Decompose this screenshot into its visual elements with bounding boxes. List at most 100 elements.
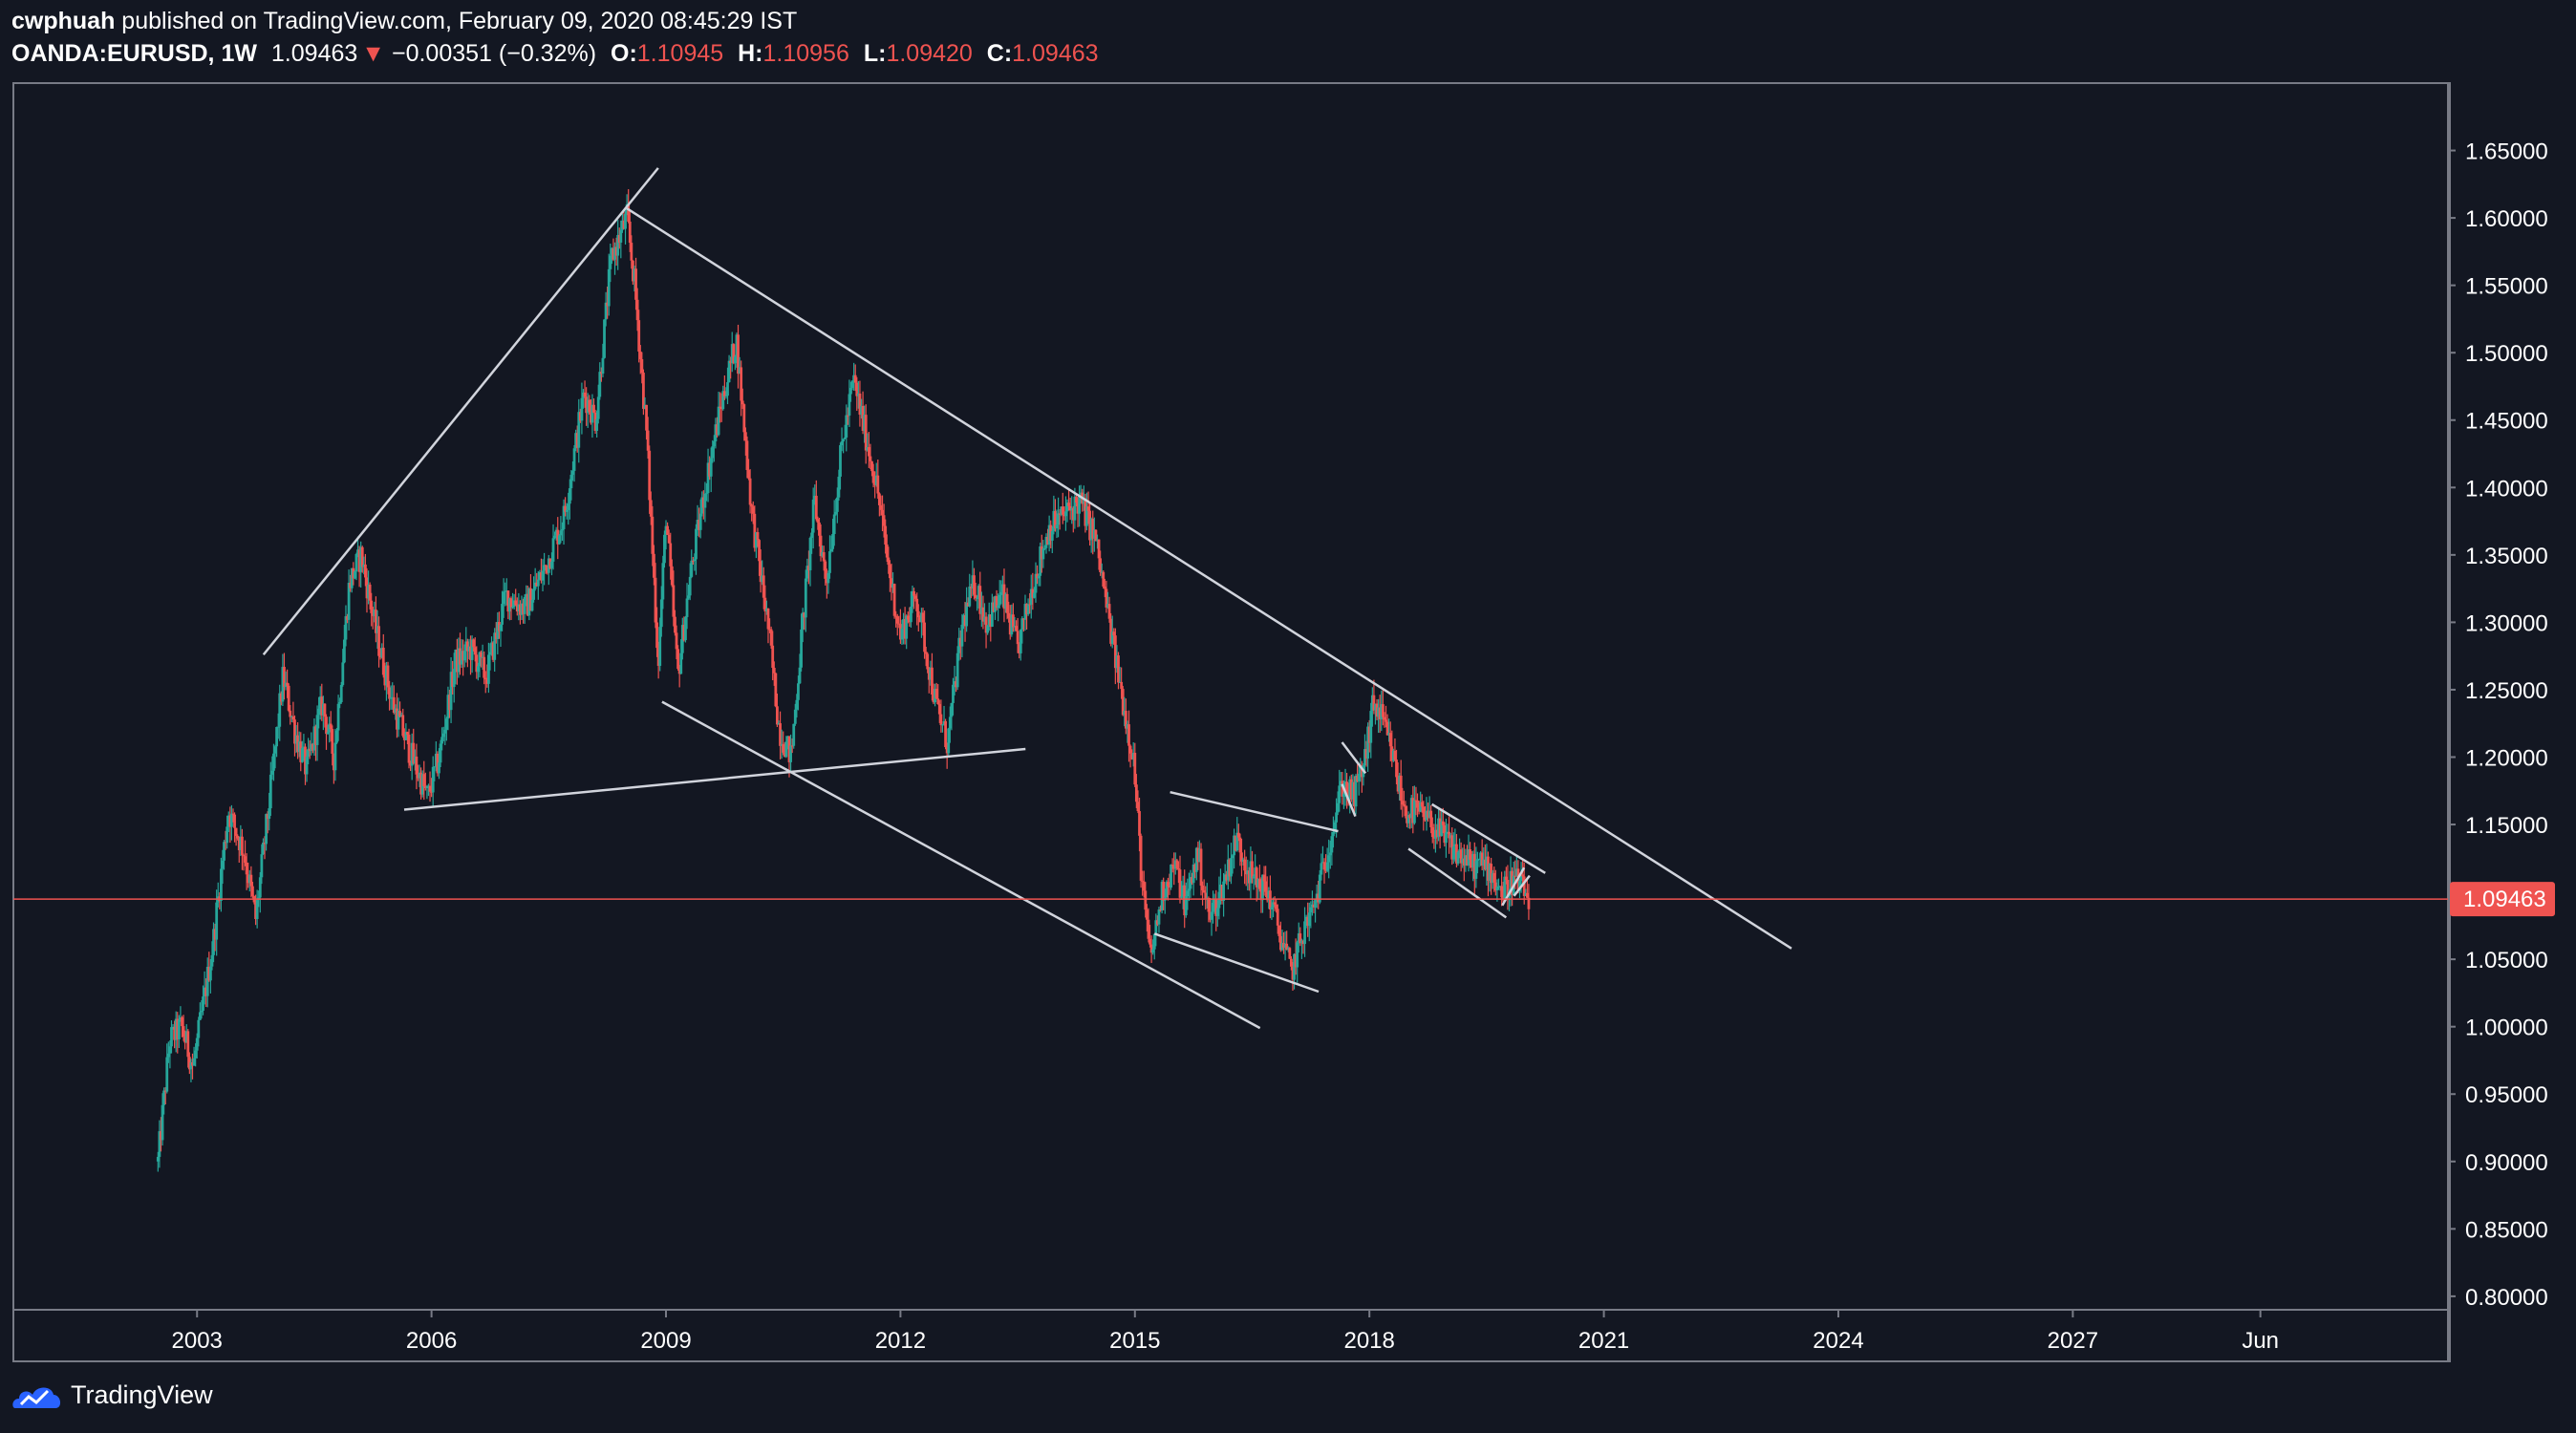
candle-body [441,733,445,738]
candle-body [370,600,374,613]
candle-body [273,746,277,754]
candle-body [1168,886,1171,888]
trendline[interactable] [1407,847,1508,919]
candle-body [540,571,543,581]
time-axis[interactable]: 2003 2006 2009 2012 2015 2018 2021 2024 2027 Jun [172,1310,2280,1354]
candle-body [963,615,967,627]
candle-body [915,598,919,611]
candle-body [747,470,750,479]
candle-body [1504,876,1508,881]
candle-body [756,532,760,541]
candle-body [766,608,770,630]
candle-body [634,268,637,300]
candle-body [272,753,275,771]
candle-body [1378,707,1382,719]
candle-body [790,745,794,747]
brand[interactable]: TradingView [11,1380,213,1410]
candle-body [551,538,555,562]
candle-body [948,716,952,729]
trendline[interactable] [626,207,1792,950]
trendline[interactable] [262,167,659,656]
candle-body [391,696,395,698]
candle-body [1070,507,1074,511]
candle-body [177,1019,181,1039]
candle-body [1470,859,1473,868]
candle-body [897,623,901,625]
candle-body [398,711,401,717]
candle-body [160,1131,162,1141]
candle-body [200,1010,204,1013]
candle-body [610,247,613,256]
candle-body [1036,573,1039,579]
candle-body [826,572,830,584]
candle-body [1078,495,1081,514]
trendline[interactable] [1153,932,1320,994]
price-axis[interactable]: 1.65000 1.60000 1.55000 1.50000 1.45000 1.400… [2448,139,2548,1311]
y-tick-label: 0.95000 [2465,1082,2548,1108]
candle-body [1370,695,1374,712]
candle-body [483,656,486,678]
price-label-badge: 1.09463 [2450,882,2555,917]
candle-body [1277,925,1281,936]
candle-body [804,578,807,618]
candle-body [620,220,624,230]
candle-body [491,642,495,660]
candle-body [241,836,244,856]
candle-body [648,450,652,501]
candle-body [1076,503,1080,514]
author-name[interactable]: cwphuah [11,8,116,34]
trendline[interactable] [661,700,1261,1030]
candle-body [213,929,217,940]
candle-body [1089,519,1093,541]
candle-body [1513,875,1517,877]
candle-body [1170,865,1174,866]
trendline[interactable] [1430,802,1546,874]
candle-body [937,704,941,715]
candle-body [974,594,977,598]
trendline[interactable] [1170,790,1339,833]
candle-body [360,546,364,567]
candle-body [1446,831,1449,833]
candle-body [1110,631,1114,644]
candle-body [997,605,1000,609]
candle-body [1217,891,1221,909]
candle-body [1204,892,1208,900]
candle-body [449,672,453,711]
candle-body [462,651,465,661]
candle-body [960,624,964,647]
candle-body [266,814,269,820]
candle-body [1294,953,1298,968]
candle-body [855,382,859,396]
candle-body [735,334,739,357]
y-tick-label: 1.30000 [2465,610,2548,636]
candle-body [1194,847,1198,872]
trendline[interactable] [1513,874,1531,897]
trendline[interactable] [1341,783,1357,818]
candle-body [1320,863,1323,875]
candle-body [944,720,947,748]
candle-body [205,966,209,996]
candle-body [1183,885,1187,916]
trendline-drawings[interactable] [262,167,1792,1030]
candle-body [1272,902,1275,908]
candle-body [279,693,283,702]
candle-body [517,604,521,612]
candle-body [1238,837,1242,853]
trendline[interactable] [1341,741,1367,775]
trendline[interactable] [403,747,1026,811]
candle-body [1094,529,1098,542]
candle-body [462,651,466,661]
candle-body [182,1026,185,1037]
candle-body [1297,933,1300,943]
candle-body [224,842,227,844]
candle-body [394,708,397,714]
candle-body [263,843,267,845]
y-tick-label: 1.45000 [2465,409,2548,435]
candle-body [1477,858,1481,860]
candle-body [1064,511,1067,517]
candle-body [890,578,893,588]
candle-body [719,406,722,408]
candle-body [957,637,961,653]
candle-body [1268,890,1272,910]
